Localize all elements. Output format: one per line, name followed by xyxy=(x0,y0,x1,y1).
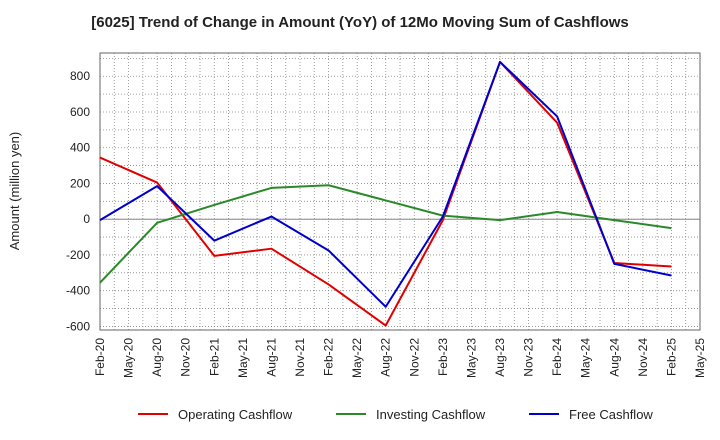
x-tick-label: May-25 xyxy=(693,338,707,378)
x-tick-label: Feb-24 xyxy=(550,338,564,376)
x-tick-label: May-21 xyxy=(236,338,250,378)
series-line-operating-cashflow xyxy=(99,60,672,327)
axes xyxy=(99,52,701,331)
plot-frame xyxy=(99,52,701,331)
y-tick-label: 400 xyxy=(70,141,90,155)
x-tick-label: May-24 xyxy=(579,338,593,378)
y-tick-label: -600 xyxy=(66,319,90,333)
x-tick-label: Aug-22 xyxy=(379,338,393,377)
legend: Operating Cashflow Investing Cashflow Free… xyxy=(138,407,653,422)
x-tick-label: May-22 xyxy=(350,338,364,378)
x-tick-label: Nov-20 xyxy=(179,338,193,377)
series-lines xyxy=(99,60,672,327)
x-tick-label: Feb-23 xyxy=(436,338,450,376)
x-tick-label: Feb-25 xyxy=(664,338,678,376)
grid xyxy=(99,53,701,330)
legend-label: Investing Cashflow xyxy=(376,407,486,422)
y-tick-label: -400 xyxy=(66,284,90,298)
x-tick-label: Aug-20 xyxy=(150,338,164,377)
series-line-investing-cashflow xyxy=(99,184,672,284)
x-tick-label: Aug-24 xyxy=(607,338,621,377)
y-tick-label: 200 xyxy=(70,176,90,190)
series-line-free-cashflow xyxy=(99,60,672,308)
x-tick-label: Nov-21 xyxy=(293,338,307,377)
legend-label: Free Cashflow xyxy=(569,407,653,422)
legend-label: Operating Cashflow xyxy=(178,407,293,422)
x-ticks: Feb-20 May-20 Aug-20 Nov-20 Feb-21 May-21 Aug-… xyxy=(93,338,707,378)
y-tick-label: 600 xyxy=(70,105,90,119)
x-tick-label: Nov-24 xyxy=(636,338,650,377)
x-tick-label: Feb-22 xyxy=(322,338,336,376)
x-tick-label: May-23 xyxy=(464,338,478,378)
y-tick-label: 800 xyxy=(70,69,90,83)
x-tick-label: Feb-21 xyxy=(207,338,221,376)
x-tick-label: Aug-23 xyxy=(493,338,507,377)
x-tick-label: Nov-23 xyxy=(522,338,536,377)
x-tick-label: Nov-22 xyxy=(407,338,421,377)
y-tick-label: 0 xyxy=(83,212,90,226)
y-ticks: -600 -400 -200 0 200 400 600 800 xyxy=(66,69,90,333)
y-axis-label: Amount (million yen) xyxy=(7,132,22,251)
chart-title: [6025] Trend of Change in Amount (YoY) o… xyxy=(91,14,629,31)
x-tick-label: Feb-20 xyxy=(93,338,107,376)
y-tick-label: -200 xyxy=(66,248,90,262)
x-tick-label: Aug-21 xyxy=(264,338,278,377)
x-tick-label: May-20 xyxy=(122,338,136,378)
